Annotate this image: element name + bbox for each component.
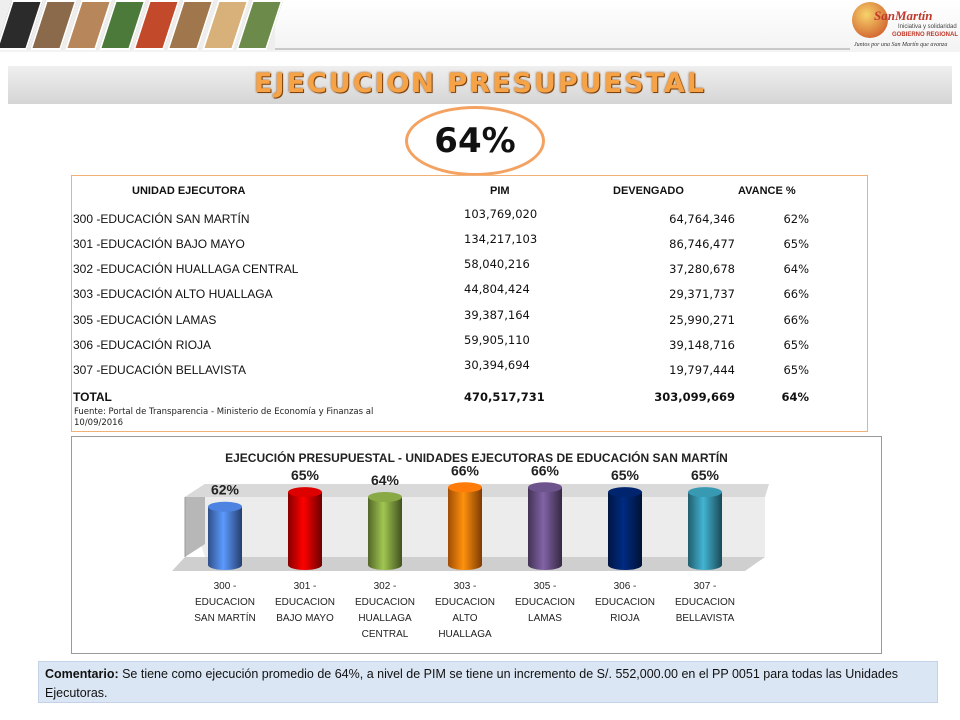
table-row-devengado: 86,746,477 (669, 237, 735, 251)
category-label-1-1: EDUCACION (275, 597, 335, 608)
category-label-5-0: 306 - (614, 581, 637, 592)
budget-table: UNIDAD EJECUTORA PIM DEVENGADO AVANCE % … (71, 175, 868, 432)
category-label-2-0: 302 - (374, 581, 397, 592)
category-label-6-1: EDUCACION (675, 597, 735, 608)
table-row-avance: 64% (783, 262, 809, 276)
comment-text: Se tiene como ejecución promedio de 64%,… (45, 667, 899, 700)
category-label-2-2: HUALLAGA (358, 613, 412, 624)
overall-percent-badge: 64% (405, 106, 545, 176)
category-label-0-0: 300 - (214, 581, 237, 592)
table-row-unit: 303 -EDUCACIÓN ALTO HUALLAGA (73, 287, 273, 301)
bar-top-1 (288, 487, 322, 498)
header-banner: SanMartín Iniciativa y solidaridad GOBIE… (0, 0, 960, 52)
table-row-avance: 66% (783, 287, 809, 301)
chart-canvas: 62% 300 - EDUCACION SAN MARTÍN 65% 301 - EDUCA… (172, 462, 769, 640)
category-label-2-1: EDUCACION (355, 597, 415, 608)
table-row-unit: 300 -EDUCACIÓN SAN MARTÍN (73, 212, 250, 226)
table-row-devengado: 39,148,716 (669, 338, 735, 352)
comment-label: Comentario: (45, 667, 119, 681)
header-divider (275, 48, 850, 50)
bar-top-4 (528, 482, 562, 493)
table-row-unit: 302 -EDUCACIÓN HUALLAGA CENTRAL (73, 262, 299, 276)
category-label-6-2: BELLAVISTA (676, 613, 735, 624)
table-row-devengado: 64,764,346 (669, 212, 735, 226)
category-label-4-2: LAMAS (528, 613, 562, 624)
bar-5 (608, 492, 642, 570)
total-avance: 64% (781, 390, 809, 404)
header-pim: PIM (490, 185, 510, 197)
category-label-4-1: EDUCACION (515, 597, 575, 608)
logo-seal-icon (852, 2, 888, 38)
bar-2 (368, 497, 402, 570)
table-row-unit: 307 -EDUCACIÓN BELLAVISTA (73, 363, 246, 377)
table-row-pim: 44,804,424 (464, 282, 530, 296)
title-bar (8, 66, 952, 104)
table-row-pim: 103,769,020 (464, 207, 538, 221)
category-label-0-1: EDUCACION (195, 597, 255, 608)
page-title: EJECUCION PRESUPUESTAL (254, 68, 706, 99)
table-row-devengado: 25,990,271 (669, 313, 735, 327)
header-avance: AVANCE % (738, 185, 796, 197)
table-row-avance: 66% (783, 313, 809, 327)
header-devengado: DEVENGADO (613, 185, 684, 197)
budget-chart: EJECUCIÓN PRESUPUESTAL - UNIDADES EJECUT… (71, 436, 882, 654)
bar-top-3 (448, 482, 482, 493)
total-pim: 470,517,731 (464, 390, 545, 404)
total-devengado: 303,099,669 (654, 390, 735, 404)
table-row-pim: 58,040,216 (464, 257, 530, 271)
bar-top-2 (368, 492, 402, 502)
table-row-pim: 30,394,694 (464, 358, 530, 372)
category-label-5-1: EDUCACION (595, 597, 655, 608)
bar-6 (688, 492, 722, 570)
category-label-3-1: EDUCACION (435, 597, 495, 608)
total-label: TOTAL (73, 390, 112, 404)
table-row-unit: 306 -EDUCACIÓN RIOJA (73, 338, 212, 352)
table-row-devengado: 37,280,678 (669, 262, 735, 276)
table-row-devengado: 19,797,444 (669, 363, 735, 377)
bar-label-2: 64% (371, 472, 400, 488)
table-row-avance: 65% (783, 338, 809, 352)
header-photo-strip (0, 0, 284, 50)
bar-label-5: 65% (611, 467, 640, 483)
category-label-1-2: BAJO MAYO (276, 613, 334, 624)
bar-1 (288, 492, 322, 570)
chart-side-wall (185, 484, 205, 557)
bar-label-3: 66% (451, 462, 480, 478)
table-row-pim: 134,217,103 (464, 232, 538, 246)
table-row-avance: 65% (783, 237, 809, 251)
category-label-5-2: RIOJA (610, 613, 640, 624)
bar-3 (448, 487, 482, 570)
category-label-1-0: 301 - (294, 581, 317, 592)
category-label-2-3: CENTRAL (362, 629, 409, 640)
bar-top-6 (688, 487, 722, 498)
comment-box: Comentario: Se tiene como ejecución prom… (38, 661, 938, 703)
bar-label-0: 62% (211, 482, 240, 498)
table-row-unit: 305 -EDUCACIÓN LAMAS (73, 313, 217, 327)
bar-top-5 (608, 487, 642, 498)
bar-top-0 (208, 501, 242, 512)
category-label-4-0: 305 - (534, 581, 557, 592)
table-row-unit: 301 -EDUCACIÓN BAJO MAYO (73, 237, 245, 251)
bar-label-1: 65% (291, 467, 320, 483)
category-label-3-3: HUALLAGA (438, 629, 492, 640)
table-row-pim: 39,387,164 (464, 308, 530, 322)
bar-4 (528, 487, 562, 570)
category-label-0-2: SAN MARTÍN (194, 611, 256, 624)
table-row-pim: 59,905,110 (464, 333, 530, 347)
table-row-devengado: 29,371,737 (669, 287, 735, 301)
category-label-6-0: 307 - (694, 581, 717, 592)
table-row-avance: 62% (783, 212, 809, 226)
category-label-3-0: 303 - (454, 581, 477, 592)
gobierno-regional-logo: SanMartín Iniciativa y solidaridad GOBIE… (852, 2, 958, 50)
bar-label-4: 66% (531, 462, 560, 478)
bar-0 (208, 506, 242, 570)
category-label-3-2: ALTO (452, 613, 477, 624)
table-row-avance: 65% (783, 363, 809, 377)
source-note: Fuente: Portal de Transparencia - Minist… (74, 407, 374, 428)
bar-label-6: 65% (691, 467, 720, 483)
chart-title: EJECUCIÓN PRESUPUESTAL - UNIDADES EJECUT… (225, 451, 728, 465)
header-unit: UNIDAD EJECUTORA (132, 185, 246, 197)
